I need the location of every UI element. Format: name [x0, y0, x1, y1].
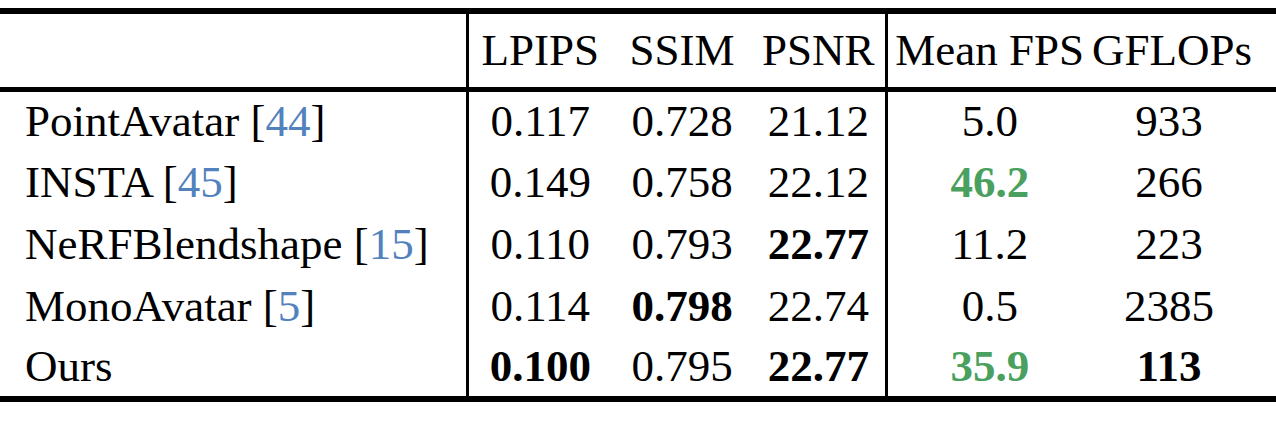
method-cell: NeRFBlendshape [15] — [0, 213, 467, 275]
citation-link[interactable]: 44 — [265, 96, 310, 146]
method-cell: INSTA [45] — [0, 151, 467, 213]
table-row: Ours 0.1000.79522.7735.9113 — [0, 337, 1276, 399]
cell-psnr: 21.12 — [752, 89, 886, 151]
cell-lpips: 0.110 — [467, 213, 612, 275]
cell-ssim: 0.758 — [612, 151, 752, 213]
cell-lpips: 0.117 — [467, 89, 612, 151]
header-row: LPIPS SSIM PSNR Mean FPS GFLOPs — [0, 11, 1276, 89]
cell-gflops: 933 — [1092, 89, 1276, 151]
page: { "colors": { "citation_blue": "#5282be"… — [0, 0, 1276, 422]
cell-psnr: 22.77 — [752, 337, 886, 399]
method-cell: MonoAvatar [5] — [0, 275, 467, 337]
cell-ssim: 0.795 — [612, 337, 752, 399]
method-column-header — [0, 11, 467, 89]
cell-mean-fps: 11.2 — [886, 213, 1092, 275]
method-name: MonoAvatar — [25, 281, 252, 331]
cell-psnr: 22.77 — [752, 213, 886, 275]
method-cell: PointAvatar [44] — [0, 89, 467, 151]
cell-psnr: 22.74 — [752, 275, 886, 337]
cell-gflops: 223 — [1092, 213, 1276, 275]
method-name: INSTA — [25, 157, 151, 207]
table-row: MonoAvatar [5]0.1140.79822.740.52385 — [0, 275, 1276, 337]
method-name: PointAvatar — [25, 96, 239, 146]
cell-mean-fps: 35.9 — [886, 337, 1092, 399]
column-header-lpips: LPIPS — [467, 11, 612, 89]
cell-ssim: 0.728 — [612, 89, 752, 151]
cell-gflops: 113 — [1092, 337, 1276, 399]
column-header-psnr: PSNR — [752, 11, 886, 89]
table-body: PointAvatar [44]0.1170.72821.125.0933INS… — [0, 89, 1276, 399]
table-row: NeRFBlendshape [15]0.1100.79322.7711.222… — [0, 213, 1276, 275]
cell-lpips: 0.149 — [467, 151, 612, 213]
citation-link[interactable]: 5 — [278, 281, 301, 331]
method-cell: Ours — [0, 337, 467, 399]
cell-ssim: 0.793 — [612, 213, 752, 275]
cell-mean-fps: 46.2 — [886, 151, 1092, 213]
method-name: Ours — [25, 341, 113, 391]
cell-lpips: 0.100 — [467, 337, 612, 399]
table-row: INSTA [45]0.1490.75822.1246.2266 — [0, 151, 1276, 213]
cell-gflops: 266 — [1092, 151, 1276, 213]
cell-mean-fps: 5.0 — [886, 89, 1092, 151]
citation-link[interactable]: 45 — [178, 157, 223, 207]
results-table: LPIPS SSIM PSNR Mean FPS GFLOPs PointAva… — [0, 8, 1276, 402]
cell-ssim: 0.798 — [612, 275, 752, 337]
column-header-ssim: SSIM — [612, 11, 752, 89]
column-header-gflops: GFLOPs — [1092, 11, 1276, 89]
column-header-mean-fps: Mean FPS — [886, 11, 1092, 89]
cell-lpips: 0.114 — [467, 275, 612, 337]
cell-psnr: 22.12 — [752, 151, 886, 213]
table-row: PointAvatar [44]0.1170.72821.125.0933 — [0, 89, 1276, 151]
method-name: NeRFBlendshape — [25, 219, 342, 269]
cell-mean-fps: 0.5 — [886, 275, 1092, 337]
cell-gflops: 2385 — [1092, 275, 1276, 337]
citation-link[interactable]: 15 — [369, 219, 414, 269]
